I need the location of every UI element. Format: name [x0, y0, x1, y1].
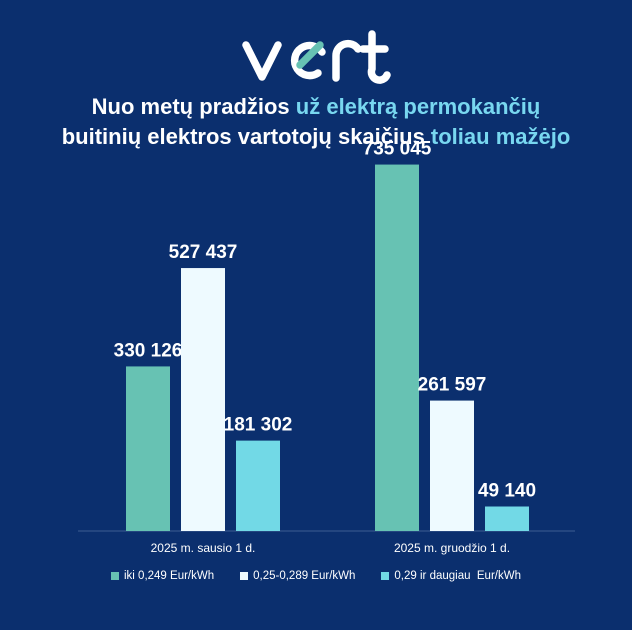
bar-value-label: 261 597 [418, 375, 487, 396]
legend-item: 0,25-0,289 Eur/kWh [240, 570, 355, 582]
legend-label: 0,25-0,289 Eur/kWh [253, 570, 356, 582]
bar-2-2 [430, 400, 474, 531]
vert-logo [242, 30, 391, 84]
legend-label: iki 0,249 Eur/kWh [124, 570, 215, 582]
legend-label: 0,29 ir daugiau Eur/kWh [394, 570, 521, 582]
chart-title: Nuo metų pradžios už elektrą permokančių… [61, 94, 571, 149]
bar-1-3 [236, 440, 280, 531]
category-label: 2025 m. gruodžio 1 d. [394, 541, 510, 555]
bar-value-label: 330 126 [114, 340, 183, 361]
chart-legend: iki 0,249 Eur/kWh 0,25-0,289 Eur/kWh 0,29 … [0, 570, 632, 582]
legend-swatch [111, 572, 119, 580]
bar-1-2 [181, 268, 225, 531]
bar-value-label: 49 140 [478, 481, 536, 502]
legend-item: iki 0,249 Eur/kWh [111, 570, 214, 582]
legend-item: 0,29 ir daugiau Eur/kWh [381, 570, 521, 582]
bar-value-label: 181 302 [224, 415, 293, 436]
bar-chart: 330 126 527 437 181 302 2025 m. sausio 1 d.… [78, 139, 575, 555]
bar-1-1 [126, 366, 170, 531]
bar-2-3 [485, 506, 529, 531]
legend-swatch [240, 572, 249, 580]
category-label: 2025 m. sausio 1 d. [151, 541, 256, 555]
bar-value-label: 527 437 [169, 242, 238, 263]
bar-2-1 [375, 164, 419, 531]
legend-swatch [381, 572, 390, 580]
bar-value-label: 735 045 [363, 139, 432, 160]
